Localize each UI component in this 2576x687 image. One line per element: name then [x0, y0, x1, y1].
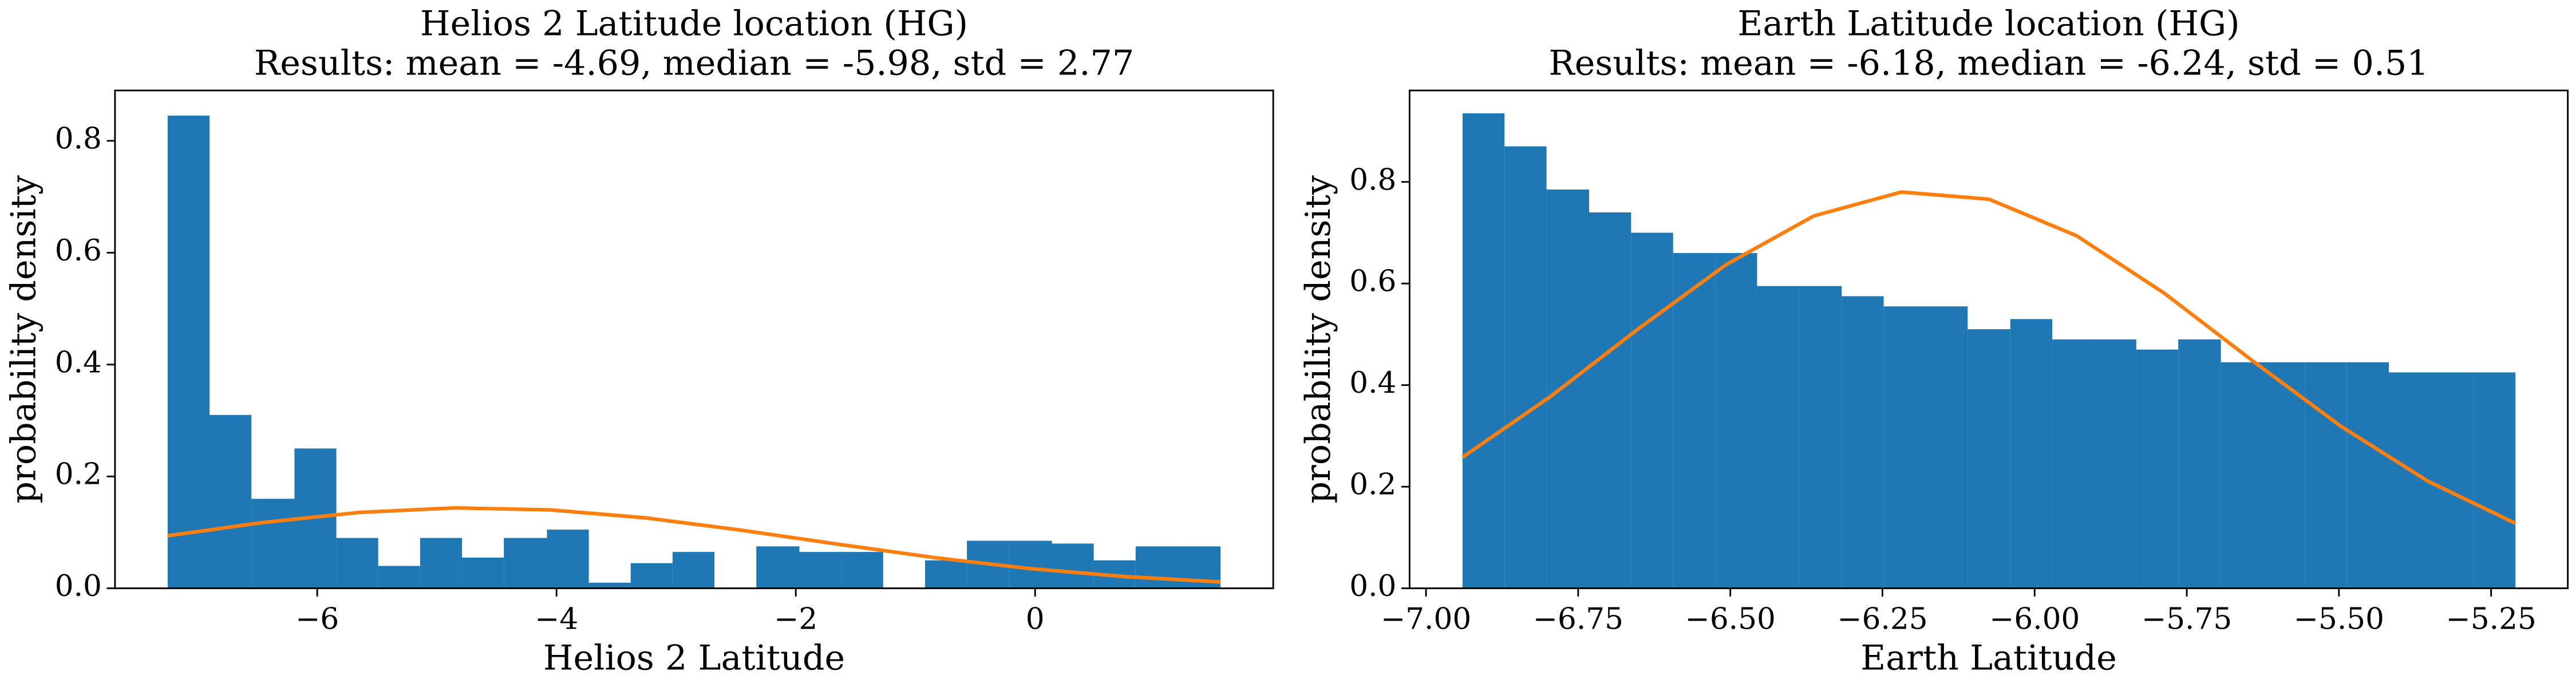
y-tick-label: 0.2: [1349, 468, 1396, 502]
bar: [1052, 543, 1094, 589]
bar: [2178, 339, 2221, 589]
y-tick-label: 0.0: [1349, 569, 1396, 603]
x-tick-label: −7.00: [1381, 602, 1471, 637]
y-tick-label: 0.6: [55, 234, 102, 268]
bar: [841, 552, 883, 589]
y-tick-label: 0.6: [1349, 264, 1396, 299]
bar: [1842, 296, 1884, 589]
x-tick-label: −5.25: [2446, 602, 2537, 637]
bar: [1135, 546, 1178, 589]
y-tick-label: 0.0: [55, 569, 102, 603]
bar: [2094, 339, 2136, 589]
x-tick-label: −6.25: [1837, 602, 1927, 637]
x-axis-label: Helios 2 Latitude: [543, 638, 845, 678]
y-tick-label: 0.8: [1349, 163, 1396, 197]
bar: [1757, 286, 1800, 589]
bar: [547, 530, 589, 589]
bar: [1883, 306, 1926, 589]
bar: [630, 563, 673, 589]
y-tick-label: 0.2: [55, 457, 102, 492]
y-axis-label: probability density: [3, 175, 44, 503]
y-tick-label: 0.4: [55, 345, 102, 380]
chart-subtitle: Results: mean = -4.69, median = -5.98, s…: [254, 44, 1134, 84]
x-tick-label: −6.75: [1533, 602, 1623, 637]
bar: [799, 552, 841, 589]
bar: [504, 538, 547, 589]
bar: [2431, 372, 2474, 589]
axes-frame: [1408, 89, 2569, 590]
x-tick-label: −2: [774, 602, 817, 637]
bar: [1009, 540, 1052, 589]
bar: [378, 566, 420, 589]
bar: [2473, 372, 2516, 589]
x-tick-label: −5.75: [2142, 602, 2232, 637]
bar: [1715, 252, 1757, 589]
bar: [2136, 349, 2179, 589]
bar: [420, 538, 463, 589]
fit-curve: [1461, 190, 2516, 525]
x-tick-label: −5.50: [2294, 602, 2384, 637]
bar: [2221, 362, 2263, 589]
bar: [756, 546, 800, 589]
bar: [1925, 306, 1968, 589]
x-tick-label: 0: [1026, 602, 1045, 637]
bar: [1967, 329, 2010, 589]
bar: [251, 499, 295, 589]
y-tick-label: 0.4: [1349, 366, 1396, 400]
chart-subtitle: Results: mean = -6.18, median = -6.24, s…: [1548, 44, 2428, 84]
x-tick-label: −6.00: [1989, 602, 2080, 637]
chart-title: Earth Latitude location (HG): [1737, 4, 2239, 44]
bar: [1799, 286, 1842, 589]
bar: [588, 582, 631, 589]
bar: [167, 116, 210, 589]
y-tick-label: 0.8: [55, 121, 102, 156]
bar: [1673, 252, 1716, 589]
bar: [672, 552, 715, 589]
axes-frame: [114, 89, 1274, 590]
bar: [1546, 189, 1590, 589]
bar: [462, 557, 504, 589]
bar: [2346, 362, 2389, 589]
x-tick-label: −6.50: [1685, 602, 1776, 637]
x-axis-label: Earth Latitude: [1860, 638, 2117, 678]
bar: [336, 538, 378, 589]
bar: [1462, 113, 1505, 589]
bar: [210, 414, 252, 589]
fit-curve: [167, 506, 1221, 584]
bar: [1631, 232, 1673, 589]
bar: [2262, 362, 2305, 589]
chart-title: Helios 2 Latitude location (HG): [420, 4, 968, 44]
y-axis-label: probability density: [1298, 175, 1338, 503]
bar: [1504, 146, 1547, 589]
bar: [2010, 319, 2053, 589]
bar: [2052, 339, 2095, 589]
x-tick-label: −6: [295, 602, 339, 637]
x-tick-label: −4: [535, 602, 578, 637]
bar: [1589, 212, 1631, 589]
bar: [924, 560, 967, 589]
bar: [2305, 362, 2347, 589]
